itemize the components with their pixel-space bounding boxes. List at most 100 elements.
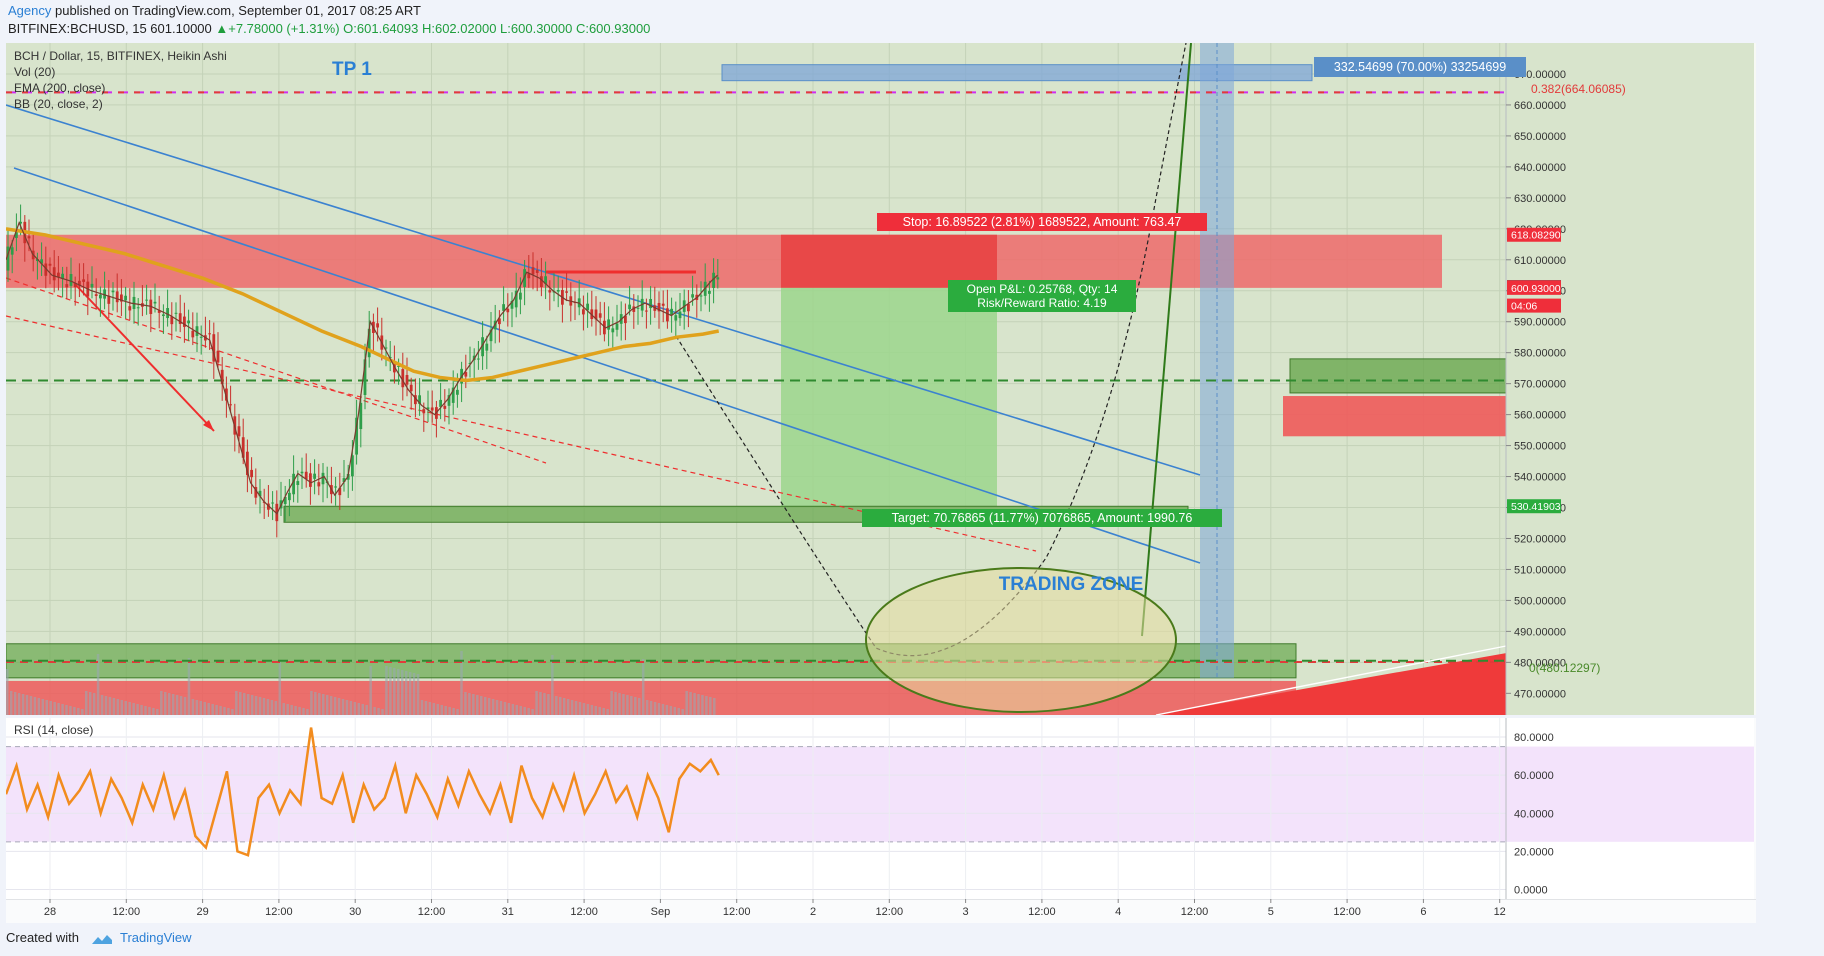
symbol-line: BITFINEX:BCHUSD, 15 601.10000 ▲+7.78000 …	[8, 21, 650, 36]
volume-bar	[397, 669, 400, 715]
volume-bar	[503, 702, 507, 715]
candle-body	[540, 276, 543, 287]
volume-bar	[420, 700, 424, 715]
candle-body	[426, 407, 430, 410]
time-tick-label: 12	[1494, 906, 1506, 918]
time-tick-label: 3	[963, 906, 969, 918]
volume-bar	[128, 702, 131, 715]
volume-bar	[701, 695, 704, 715]
candle-body	[61, 273, 64, 279]
volume-bar	[88, 692, 92, 715]
volume-bar	[369, 666, 372, 715]
volume-bar	[448, 707, 451, 715]
price-chart[interactable]: 470.00000 480.00000 490.00000 500.00000 510.…	[6, 43, 1756, 715]
volume-bar	[452, 708, 455, 715]
candle-body	[691, 294, 694, 298]
candle-body	[401, 369, 405, 388]
volume-bar	[389, 667, 392, 715]
volume-bar	[634, 697, 637, 715]
candle-body	[443, 405, 447, 409]
volume-bar	[440, 705, 443, 715]
volume-bar	[179, 696, 183, 715]
candle-body	[464, 372, 468, 377]
candle-body	[216, 350, 220, 363]
volume-bar	[428, 702, 432, 715]
volume-bar	[673, 707, 677, 715]
rsi-chart[interactable]: 0.0000 20.0000 40.0000 60.0000 80.0000 RSI (…	[6, 718, 1756, 899]
volume-bar	[258, 697, 262, 715]
candle-body	[645, 310, 648, 312]
price-tick-label: 540.00000	[1514, 472, 1566, 484]
candle-body	[556, 289, 560, 292]
rsi-grid	[6, 718, 1506, 899]
close-price-badge-box	[1507, 280, 1561, 295]
volume-bar	[638, 698, 641, 715]
close-price: C:600.93000	[572, 21, 651, 36]
volume-bar	[33, 697, 37, 715]
symbol-info: BITFINEX:BCHUSD, 15 601.10000	[8, 21, 216, 36]
candle-body	[422, 409, 426, 414]
volume-bars	[6, 651, 716, 715]
time-tick-label: 12:00	[1028, 906, 1056, 918]
candle-body	[674, 315, 678, 321]
time-axis[interactable]: 28 12:00 29 12:00 30 12:00 31 12:00 Sep 12:00 2 12:…	[6, 899, 1756, 923]
candle-body	[439, 399, 442, 407]
candle-body	[136, 307, 140, 309]
volume-bar	[527, 708, 530, 715]
volume-bar	[349, 701, 353, 715]
candle-body	[527, 273, 531, 279]
candle-body	[502, 304, 505, 311]
volume-bar	[250, 695, 254, 715]
price-axis[interactable]: 470.00000 480.00000 490.00000 500.00000 510.…	[1505, 43, 1566, 715]
time-tick-label: 28	[44, 906, 56, 918]
price-tick-label: 610.00000	[1514, 255, 1566, 267]
volume-bar	[148, 707, 151, 715]
volume-bar	[278, 662, 282, 715]
projection-curve	[675, 43, 1187, 657]
volume-bar	[622, 694, 625, 715]
volume-bar	[25, 695, 29, 715]
fib-382-label: 0.382(664.06085)	[1531, 82, 1626, 96]
white-trend-line	[1155, 645, 1507, 715]
tradingview-link[interactable]: TradingView	[120, 930, 192, 945]
price-tick-label: 640.00000	[1514, 162, 1566, 174]
channel-upper-line	[6, 104, 1201, 476]
time-tick-label: Sep	[651, 906, 671, 918]
volume-bar	[132, 703, 135, 715]
downtrend-arrow	[73, 282, 215, 432]
candle-body	[363, 359, 367, 395]
candle-body	[531, 267, 535, 275]
rsi-axis[interactable]: 0.0000 20.0000 40.0000 60.0000 80.0000	[1505, 718, 1554, 899]
rsi-tick-label: 60.0000	[1514, 770, 1554, 782]
time-tick-label: 12:00	[1181, 906, 1209, 918]
candle-body	[229, 404, 232, 406]
candle-body	[195, 326, 199, 336]
rsi-tick-label: 0.0000	[1514, 884, 1548, 896]
candle-body	[481, 337, 484, 357]
volume-bar	[353, 702, 357, 715]
footer: Created with TradingView	[6, 930, 192, 945]
volume-bar	[697, 694, 700, 715]
volume-bar	[57, 703, 60, 715]
time-tick-label: 12:00	[1333, 906, 1361, 918]
volume-bar	[203, 702, 206, 715]
volume-bar	[6, 669, 9, 715]
trading-zone-label: TRADING ZONE	[999, 574, 1144, 595]
author-link[interactable]: Agency	[8, 3, 52, 18]
stop-risk-rect	[781, 234, 997, 288]
time-tick-label: 4	[1115, 906, 1121, 918]
candle-body	[661, 303, 665, 306]
candle-body	[166, 308, 169, 319]
candle-body	[15, 229, 18, 238]
candle-body	[292, 473, 295, 495]
volume-bar	[566, 699, 570, 715]
volume-bar	[294, 706, 297, 715]
volume-bar	[223, 707, 226, 715]
time-tick-label: 29	[196, 906, 208, 918]
candle-body	[506, 308, 510, 313]
volume-bar	[677, 708, 680, 715]
price-tick-label: 570.00000	[1514, 379, 1566, 391]
candle-body	[451, 387, 455, 403]
volume-bar	[515, 705, 519, 715]
volume-bar	[286, 704, 289, 715]
